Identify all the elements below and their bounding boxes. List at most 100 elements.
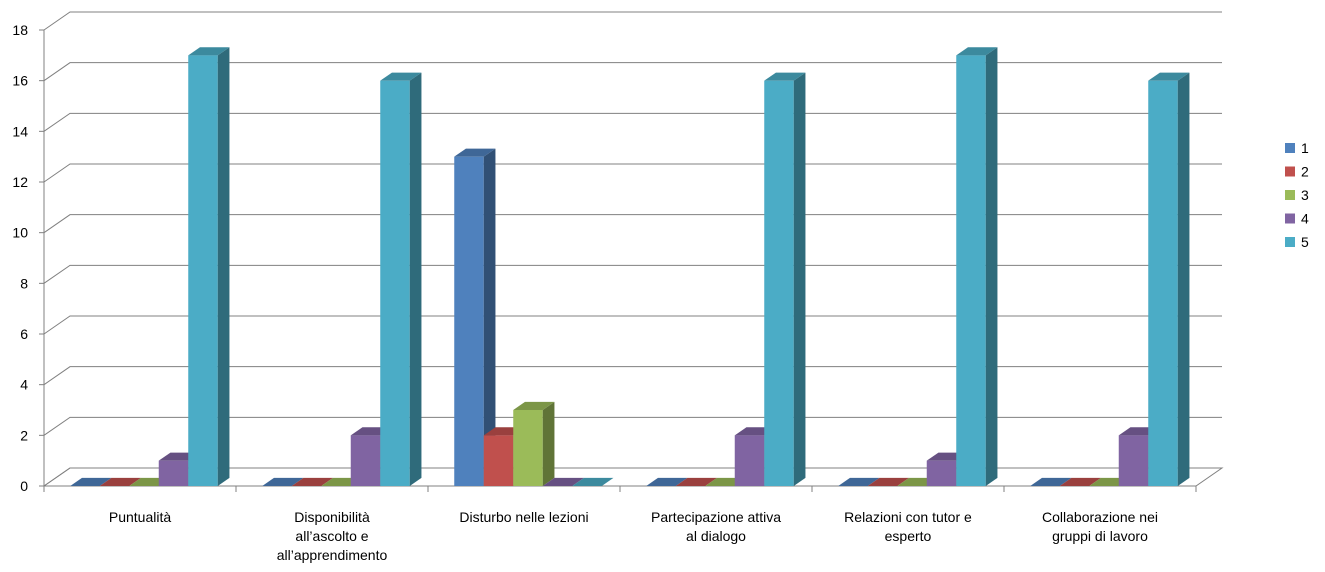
bar-front: [926, 460, 957, 486]
bar: [380, 72, 422, 487]
legend-swatch: [1285, 166, 1295, 177]
bar-front: [350, 435, 381, 486]
bar: [188, 47, 230, 486]
bar-top: [764, 72, 806, 81]
gridline: [43, 214, 1222, 234]
legend-item: 4: [1285, 211, 1309, 227]
gridline: [43, 467, 1222, 487]
bar: [764, 72, 806, 487]
bar-side: [217, 47, 230, 486]
bar-side: [985, 47, 998, 486]
gridline: [43, 315, 1222, 335]
gridline: [43, 62, 1222, 82]
bar: [70, 477, 112, 486]
bar: [838, 477, 880, 486]
gridline: [43, 163, 1222, 183]
bar-top: [454, 148, 496, 157]
bar: [291, 477, 333, 486]
legend-label: 4: [1301, 211, 1309, 227]
bar: [513, 401, 555, 486]
bar: [542, 477, 584, 486]
gridline: [43, 11, 1222, 31]
bar-front: [1118, 435, 1149, 486]
category-labels: Puntualità Disponibilità all’ascolto e all’…: [109, 509, 1158, 563]
bar: [675, 477, 717, 486]
bar-top: [1030, 477, 1072, 486]
y-tick-label: 16: [12, 73, 28, 89]
bar-side: [1177, 72, 1190, 487]
bar-top: [572, 477, 614, 486]
bar-side: [483, 148, 496, 487]
y-tick-label: 8: [20, 275, 28, 291]
bar-top: [70, 477, 112, 486]
bar-top: [1148, 72, 1190, 81]
legend-swatch: [1285, 213, 1295, 224]
bar-front: [483, 435, 514, 486]
bar: [956, 47, 998, 486]
bar-top: [542, 477, 584, 486]
bar: [646, 477, 688, 486]
legend-item: 1: [1285, 140, 1309, 156]
category-label: Relazioni con tutor e esperto: [844, 509, 972, 544]
category-label: Partecipazione attiva al dialogo: [651, 509, 781, 544]
gridlines: [43, 11, 1222, 487]
bar-side: [793, 72, 806, 487]
bar: [99, 477, 141, 486]
category-label: Disturbo nelle lezioni: [459, 509, 588, 525]
legend-swatch: [1285, 143, 1295, 153]
gridline: [43, 416, 1222, 436]
gridline: [43, 112, 1222, 132]
bar-top: [513, 401, 555, 410]
bar-front: [764, 80, 794, 487]
y-tick-label: 6: [20, 326, 28, 342]
legend-item: 5: [1285, 234, 1309, 250]
y-tick-label: 4: [20, 377, 28, 393]
bars: [70, 47, 1190, 487]
y-axis: 0 2 4 6 8 10 12 14 16 18: [12, 22, 45, 494]
bar-front: [956, 55, 986, 486]
legend-item: 2: [1285, 164, 1309, 180]
bar: [262, 477, 304, 486]
bar-top: [262, 477, 304, 486]
legend: 1 2 3 4 5: [1285, 140, 1309, 250]
bar-top: [838, 477, 880, 486]
gridline: [43, 366, 1222, 386]
category-label: Disponibilità all’ascolto e all’apprendime…: [277, 509, 388, 563]
bar-front: [734, 435, 765, 486]
legend-label: 3: [1301, 187, 1309, 203]
bar-top: [99, 477, 141, 486]
bar: [867, 477, 909, 486]
y-tick-label: 18: [12, 22, 28, 38]
bar-front: [188, 55, 218, 486]
bar-top: [188, 47, 230, 56]
bar-side: [409, 72, 422, 487]
legend-label: 2: [1301, 164, 1309, 180]
bar: [454, 148, 496, 487]
legend-item: 3: [1285, 187, 1309, 203]
back-wall: [70, 12, 1222, 468]
legend-label: 1: [1301, 140, 1309, 156]
bar-front: [158, 460, 189, 486]
bar-top: [646, 477, 688, 486]
bar-top: [1059, 477, 1101, 486]
bar-front: [380, 80, 410, 487]
bar-front: [513, 410, 543, 486]
bar: [1030, 477, 1072, 486]
y-tick-label: 10: [12, 225, 28, 241]
category-label: Collaborazione nei gruppi di lavoro: [1042, 509, 1158, 544]
category-label: Puntualità: [109, 509, 171, 525]
legend-swatch: [1285, 190, 1295, 200]
bar: [1059, 477, 1101, 486]
y-tick-label: 2: [20, 427, 28, 443]
bar-front: [1148, 80, 1178, 487]
bar-side: [542, 401, 555, 486]
bar: [1148, 72, 1190, 487]
bar-top: [380, 72, 422, 81]
bar: [572, 477, 614, 486]
x-axis: [43, 485, 1197, 492]
bar-top: [867, 477, 909, 486]
bar-top: [675, 477, 717, 486]
bar-front: [454, 156, 484, 486]
gridline: [43, 264, 1222, 284]
